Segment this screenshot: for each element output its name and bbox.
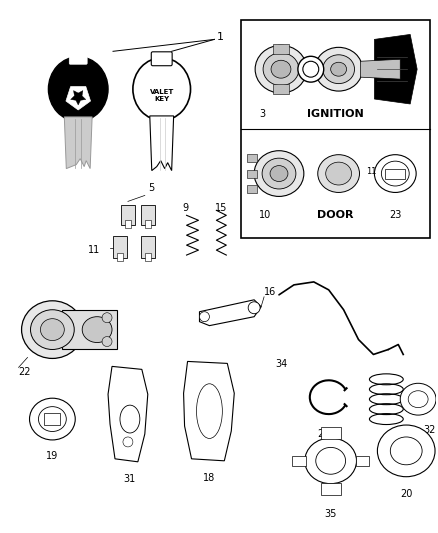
- Circle shape: [303, 61, 319, 77]
- Bar: [356, 456, 369, 466]
- Bar: [247, 169, 257, 177]
- FancyBboxPatch shape: [151, 52, 172, 66]
- Ellipse shape: [390, 437, 422, 465]
- Ellipse shape: [255, 45, 307, 93]
- Text: DOOR: DOOR: [318, 211, 354, 220]
- Polygon shape: [184, 361, 234, 461]
- FancyBboxPatch shape: [69, 52, 87, 64]
- Text: 1: 1: [216, 33, 223, 43]
- Bar: [273, 84, 289, 94]
- Polygon shape: [108, 366, 148, 462]
- Text: 17: 17: [391, 434, 404, 444]
- Ellipse shape: [305, 438, 357, 483]
- Ellipse shape: [254, 151, 304, 197]
- Bar: [62, 310, 117, 350]
- Polygon shape: [360, 59, 400, 79]
- Ellipse shape: [378, 425, 435, 477]
- Text: 34: 34: [275, 359, 287, 369]
- Bar: [141, 236, 155, 258]
- Ellipse shape: [40, 319, 64, 341]
- Text: 18: 18: [203, 473, 215, 483]
- Ellipse shape: [331, 62, 346, 76]
- Text: 22: 22: [18, 367, 31, 377]
- Ellipse shape: [270, 166, 288, 182]
- Bar: [321, 427, 341, 439]
- Ellipse shape: [49, 57, 108, 122]
- Polygon shape: [64, 117, 92, 168]
- Text: 21: 21: [318, 429, 330, 439]
- Ellipse shape: [21, 301, 83, 358]
- Ellipse shape: [323, 55, 354, 84]
- Bar: [273, 44, 289, 54]
- Polygon shape: [150, 116, 173, 171]
- Circle shape: [199, 312, 209, 321]
- Bar: [145, 253, 151, 261]
- Ellipse shape: [197, 384, 223, 439]
- Text: 9: 9: [183, 203, 189, 213]
- Ellipse shape: [271, 60, 291, 78]
- Circle shape: [102, 336, 112, 346]
- Ellipse shape: [29, 398, 75, 440]
- Text: 32: 32: [423, 425, 435, 435]
- Bar: [247, 185, 257, 193]
- Ellipse shape: [39, 407, 66, 432]
- Ellipse shape: [381, 161, 409, 186]
- Circle shape: [298, 56, 324, 82]
- Bar: [44, 413, 60, 425]
- Text: VALET
KEY: VALET KEY: [149, 88, 174, 102]
- Text: 16: 16: [264, 287, 276, 297]
- Polygon shape: [66, 86, 91, 110]
- Bar: [241, 20, 430, 238]
- Bar: [121, 205, 135, 225]
- Circle shape: [102, 313, 112, 322]
- Text: 10: 10: [259, 211, 272, 220]
- Text: 11: 11: [88, 245, 100, 255]
- Text: 15: 15: [215, 203, 227, 213]
- Ellipse shape: [82, 317, 112, 343]
- Polygon shape: [374, 35, 417, 104]
- Ellipse shape: [326, 162, 352, 185]
- Text: 5: 5: [148, 183, 154, 193]
- Bar: [125, 220, 131, 228]
- Text: 3: 3: [259, 109, 265, 119]
- Ellipse shape: [31, 310, 74, 350]
- Ellipse shape: [374, 155, 416, 192]
- Polygon shape: [71, 91, 86, 105]
- Text: 19: 19: [46, 451, 59, 461]
- Text: 23: 23: [389, 211, 402, 220]
- Ellipse shape: [263, 53, 299, 86]
- Bar: [247, 154, 257, 161]
- Bar: [321, 483, 341, 495]
- Ellipse shape: [133, 58, 191, 120]
- Text: 31: 31: [124, 474, 136, 484]
- Bar: [117, 253, 123, 261]
- Bar: [385, 168, 405, 179]
- Ellipse shape: [120, 405, 140, 433]
- Ellipse shape: [400, 383, 436, 415]
- Bar: [292, 456, 306, 466]
- Ellipse shape: [262, 158, 296, 189]
- Polygon shape: [199, 300, 261, 326]
- Text: 35: 35: [325, 508, 337, 519]
- Ellipse shape: [318, 155, 360, 192]
- Text: 20: 20: [400, 489, 413, 499]
- Bar: [141, 205, 155, 225]
- Ellipse shape: [315, 47, 363, 91]
- Text: IGNITION: IGNITION: [307, 109, 364, 119]
- Circle shape: [248, 302, 260, 314]
- Bar: [113, 236, 127, 258]
- Circle shape: [123, 437, 133, 447]
- Text: 11: 11: [367, 167, 377, 176]
- Ellipse shape: [408, 391, 428, 408]
- Bar: [145, 220, 151, 228]
- Ellipse shape: [316, 447, 346, 474]
